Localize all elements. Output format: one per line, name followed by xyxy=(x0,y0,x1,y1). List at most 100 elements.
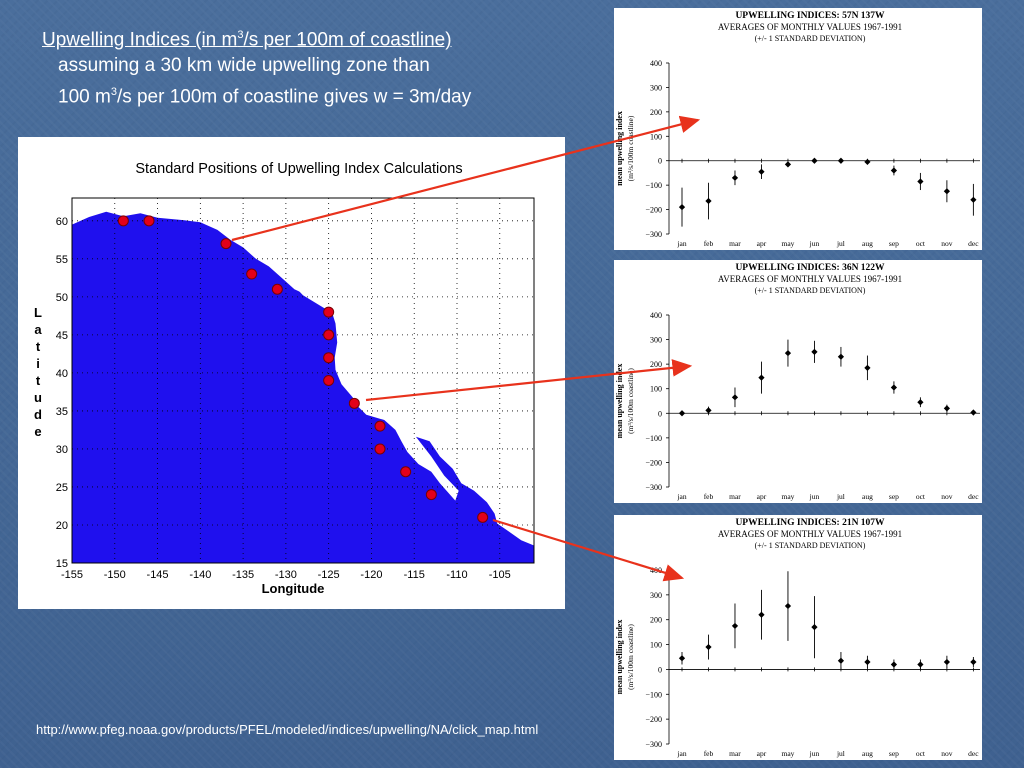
x-tick-label: aug xyxy=(862,492,873,501)
x-tick-label: oct xyxy=(916,239,926,248)
map-x-tick-label: -145 xyxy=(147,569,169,581)
y-tick-label: 100 xyxy=(650,385,662,394)
data-point xyxy=(890,384,898,391)
y-tick-label: −300 xyxy=(645,740,662,749)
chart-subtitle: AVERAGES OF MONTHLY VALUES 1967-1991 xyxy=(718,22,902,32)
data-point xyxy=(811,157,818,164)
y-tick-label: 100 xyxy=(650,641,662,650)
data-point xyxy=(705,643,712,651)
x-tick-label: aug xyxy=(862,749,873,758)
station-point xyxy=(374,443,386,455)
map-x-label: Longitude xyxy=(262,581,325,596)
data-point xyxy=(705,197,712,205)
station-point xyxy=(220,238,232,250)
map-y-label-letter: e xyxy=(34,424,41,439)
data-point xyxy=(864,364,871,371)
x-tick-label: apr xyxy=(757,492,767,501)
station-point xyxy=(323,306,335,318)
slide-heading: Upwelling Indices (in m3/s per 100m of c… xyxy=(42,22,471,111)
station-point xyxy=(246,268,258,280)
data-point xyxy=(758,611,765,618)
data-point xyxy=(864,158,871,166)
data-point xyxy=(837,353,845,360)
map-y-label-letter: t xyxy=(36,339,41,354)
data-point xyxy=(970,196,977,203)
x-tick-label: jul xyxy=(836,749,845,758)
x-tick-label: nov xyxy=(941,492,953,501)
map-x-tick-label: -130 xyxy=(275,569,297,581)
x-tick-label: dec xyxy=(968,749,979,758)
station-point xyxy=(143,215,155,227)
data-point xyxy=(970,658,977,666)
y-tick-label: 0 xyxy=(658,665,662,674)
map-y-label-letter: L xyxy=(34,305,42,320)
x-tick-label: oct xyxy=(916,492,926,501)
x-tick-label: may xyxy=(781,492,794,501)
map-y-tick-label: 15 xyxy=(56,558,68,570)
station-point xyxy=(374,420,386,432)
y-tick-label: −300 xyxy=(645,483,662,492)
chart-subtitle: AVERAGES OF MONTHLY VALUES 1967-1991 xyxy=(718,529,902,539)
data-point xyxy=(917,178,924,185)
x-tick-label: apr xyxy=(757,749,767,758)
y-axis-unit-label: (m³/s/100m coastline) xyxy=(626,368,635,434)
data-point xyxy=(890,661,898,668)
x-tick-label: jun xyxy=(809,492,820,501)
x-tick-label: mar xyxy=(729,749,741,758)
y-tick-label: −200 xyxy=(645,458,662,467)
map-y-tick-label: 45 xyxy=(56,330,68,342)
map-y-tick-label: 60 xyxy=(56,216,68,228)
x-tick-label: jan xyxy=(676,239,686,248)
map-x-tick-label: -125 xyxy=(318,569,340,581)
x-tick-label: feb xyxy=(704,749,714,758)
map-y-label-letter: t xyxy=(36,373,41,388)
map-y-tick-label: 20 xyxy=(56,520,68,532)
y-axis-label: mean upwelling index xyxy=(615,620,624,695)
y-tick-label: −300 xyxy=(645,230,662,239)
map-title: Standard Positions of Upwelling Index Ca… xyxy=(135,161,462,177)
x-tick-label: sep xyxy=(889,239,899,248)
upwelling-chart-21n: UPWELLING INDICES: 21N 107W AVERAGES OF M… xyxy=(614,515,982,760)
map-x-tick-label: -115 xyxy=(404,569,425,581)
x-tick-label: sep xyxy=(889,749,899,758)
x-tick-label: may xyxy=(781,239,794,248)
data-point xyxy=(917,661,924,668)
map-y-tick-label: 40 xyxy=(56,368,68,380)
y-tick-label: 100 xyxy=(650,132,662,141)
x-tick-label: jan xyxy=(676,492,686,501)
data-point xyxy=(758,374,765,381)
chart-subtitle: (+/- 1 STANDARD DEVIATION) xyxy=(755,286,866,295)
data-point xyxy=(970,409,977,416)
y-tick-label: −100 xyxy=(645,181,662,190)
y-tick-label: 200 xyxy=(650,360,662,369)
map-x-tick-label: -150 xyxy=(104,569,126,581)
y-tick-label: 200 xyxy=(650,616,662,625)
station-map-panel: Standard Positions of Upwelling Index Ca… xyxy=(18,137,565,609)
slide-title: Upwelling Indices (in m3/s per 100m of c… xyxy=(42,29,452,51)
data-point xyxy=(837,657,845,664)
y-tick-label: 400 xyxy=(650,59,662,68)
station-point xyxy=(425,489,437,501)
chart-title: UPWELLING INDICES: 36N 122W xyxy=(735,263,885,273)
y-tick-label: 300 xyxy=(650,591,662,600)
data-point xyxy=(731,622,739,630)
data-point xyxy=(837,157,845,164)
map-y-tick-label: 50 xyxy=(56,292,68,304)
station-point xyxy=(323,375,335,386)
source-url[interactable]: http://www.pfeg.noaa.gov/products/PFEL/m… xyxy=(36,722,539,737)
data-point xyxy=(731,394,739,401)
data-point xyxy=(731,174,739,181)
data-point xyxy=(943,188,951,195)
slide-subtitle-line-2: 100 m3/s per 100m of coastline gives w =… xyxy=(58,86,472,108)
data-point xyxy=(811,348,818,355)
map-tick-labels: -155 -150 -145 -140 -135 -130 -125 -120 -115 -110… xyxy=(56,216,511,581)
data-point xyxy=(678,204,686,211)
upwelling-chart-57n: UPWELLING INDICES: 57N 137W AVERAGES OF M… xyxy=(614,8,982,250)
station-point xyxy=(117,215,129,227)
station-point xyxy=(323,329,335,341)
island-area xyxy=(298,290,342,309)
chart-title: UPWELLING INDICES: 21N 107W xyxy=(735,518,885,528)
x-tick-label: dec xyxy=(968,239,979,248)
